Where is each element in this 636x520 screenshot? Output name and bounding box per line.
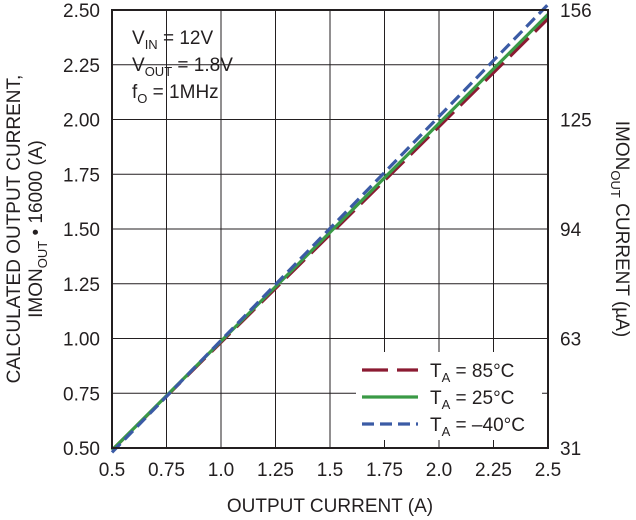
y2-tick-label: 63 bbox=[560, 330, 581, 351]
condition-value: = 1.8V bbox=[172, 55, 233, 76]
y-tick-label: 1.75 bbox=[63, 165, 100, 186]
y-axis-title-line2: IMONOUT • 16000 (A) bbox=[26, 140, 50, 318]
y-axis-title-sub: OUT bbox=[35, 241, 50, 269]
x-tick-label: 2.5 bbox=[535, 460, 561, 481]
ticks-layer: 0.5 0.75 1.0 1.25 1.5 1.75 2.0 2.25 2.5 0.50 0.75 1… bbox=[63, 1, 592, 481]
condition-subscript: OUT bbox=[145, 64, 173, 79]
series-line bbox=[110, 13, 550, 452]
grid-layer bbox=[112, 10, 548, 448]
condition-symbol: V bbox=[132, 55, 145, 76]
condition-label: VIN = 12V bbox=[132, 28, 213, 52]
legend-label: TA = 25°C bbox=[430, 388, 514, 412]
legend-subscript: A bbox=[442, 397, 451, 412]
y-tick-label: 0.75 bbox=[63, 384, 100, 405]
x-tick-label: 2.25 bbox=[475, 460, 512, 481]
x-tick-label: 0.75 bbox=[148, 460, 185, 481]
x-tick-label: 1.0 bbox=[208, 460, 234, 481]
y-tick-label: 1.50 bbox=[63, 220, 100, 241]
legend-subscript: A bbox=[442, 370, 451, 385]
y-tick-label: 2.25 bbox=[63, 56, 100, 77]
condition-value: = 12V bbox=[158, 28, 214, 49]
legend: TA = 85°CTA = 25°CTA = –40°C bbox=[356, 352, 542, 440]
legend-value: = 25°C bbox=[450, 388, 514, 409]
legend-symbol: T bbox=[430, 415, 442, 436]
x-tick-label: 2.0 bbox=[426, 460, 452, 481]
y-tick-label: 2.00 bbox=[63, 111, 100, 132]
condition-subscript: IN bbox=[145, 37, 158, 52]
y2-tick-label: 31 bbox=[560, 439, 581, 460]
y2-axis-title-sub: OUT bbox=[608, 170, 623, 198]
x-axis-title: OUTPUT CURRENT (A) bbox=[227, 496, 433, 517]
x-tick-label: 0.5 bbox=[99, 460, 125, 481]
condition-value: = 1MHz bbox=[147, 82, 218, 103]
condition-label: fO = 1MHz bbox=[132, 82, 219, 106]
y2-axis-title-rest: CURRENT (µA) bbox=[611, 198, 632, 337]
condition-label: VOUT = 1.8V bbox=[132, 55, 233, 79]
legend-subscript: A bbox=[442, 424, 451, 439]
legend-label: TA = 85°C bbox=[430, 361, 514, 385]
condition-symbol: V bbox=[132, 28, 145, 49]
y-tick-label: 1.25 bbox=[63, 275, 100, 296]
y-axis-title-line1: CALCULATED OUTPUT CURRENT, bbox=[4, 75, 25, 384]
legend-symbol: T bbox=[430, 361, 442, 382]
x-tick-label: 1.25 bbox=[257, 460, 294, 481]
y-tick-label: 1.00 bbox=[63, 330, 100, 351]
legend-value: = –40°C bbox=[450, 415, 525, 436]
series-layer bbox=[110, 3, 550, 454]
legend-label: TA = –40°C bbox=[430, 415, 525, 439]
legend-symbol: T bbox=[430, 388, 442, 409]
condition-symbol: f bbox=[132, 82, 138, 103]
y-tick-label: 2.50 bbox=[63, 1, 100, 22]
y2-tick-label: 156 bbox=[560, 1, 592, 22]
condition-subscript: O bbox=[137, 91, 147, 106]
y2-tick-label: 94 bbox=[560, 220, 582, 241]
x-tick-label: 1.5 bbox=[317, 460, 343, 481]
plot-frame bbox=[111, 9, 549, 449]
y2-axis-title: IMONOUT CURRENT (µA) bbox=[608, 121, 632, 337]
y2-axis-title-main: IMON bbox=[611, 121, 632, 171]
x-tick-label: 1.75 bbox=[366, 460, 403, 481]
series-line bbox=[110, 17, 550, 452]
series-line bbox=[110, 3, 550, 454]
y-axis-title-rest: • 16000 (A) bbox=[26, 140, 47, 241]
y2-tick-label: 125 bbox=[560, 111, 592, 132]
legend-value: = 85°C bbox=[450, 361, 514, 382]
y-tick-label: 0.50 bbox=[63, 439, 100, 460]
y-axis-title-main: IMON bbox=[26, 268, 47, 318]
